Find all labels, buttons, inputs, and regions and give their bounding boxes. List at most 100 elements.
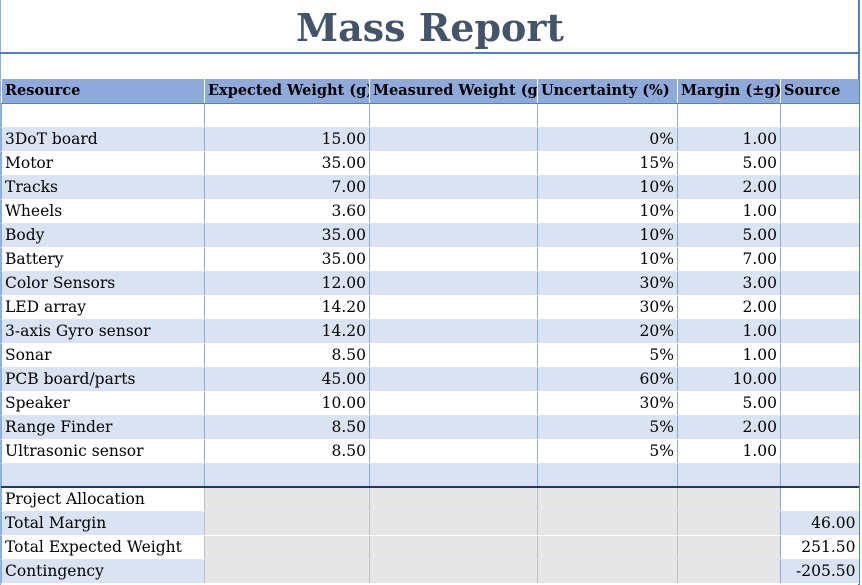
- source-cell[interactable]: [780, 247, 859, 272]
- cell[interactable]: [780, 463, 859, 488]
- summary-empty-cell[interactable]: [204, 511, 370, 536]
- resource-cell[interactable]: 3DoT board: [1, 127, 205, 152]
- resource-cell[interactable]: Wheels: [1, 199, 205, 224]
- summary-empty-cell[interactable]: [677, 535, 781, 560]
- expected-weight-cell[interactable]: 7.00: [204, 175, 370, 200]
- summary-empty-cell[interactable]: [204, 559, 370, 584]
- cell[interactable]: [677, 103, 781, 128]
- resource-cell[interactable]: LED array: [1, 295, 205, 320]
- margin-cell[interactable]: 1.00: [677, 439, 781, 464]
- uncertainty-cell[interactable]: 10%: [537, 175, 678, 200]
- resource-cell[interactable]: Tracks: [1, 175, 205, 200]
- cell[interactable]: [204, 463, 370, 488]
- source-cell[interactable]: [780, 127, 859, 152]
- margin-cell[interactable]: 2.00: [677, 415, 781, 440]
- summary-empty-cell[interactable]: [369, 511, 538, 536]
- resource-cell[interactable]: PCB board/parts: [1, 367, 205, 392]
- cell[interactable]: [780, 103, 859, 128]
- summary-value[interactable]: [780, 486, 859, 512]
- uncertainty-cell[interactable]: 0%: [537, 127, 678, 152]
- expected-weight-cell[interactable]: 3.60: [204, 199, 370, 224]
- summary-value[interactable]: 251.50: [780, 535, 859, 560]
- uncertainty-cell[interactable]: 10%: [537, 199, 678, 224]
- measured-weight-cell[interactable]: [369, 415, 538, 440]
- measured-weight-cell[interactable]: [369, 391, 538, 416]
- expected-weight-cell[interactable]: 10.00: [204, 391, 370, 416]
- measured-weight-cell[interactable]: [369, 343, 538, 368]
- summary-empty-cell[interactable]: [677, 559, 781, 584]
- header-cell[interactable]: Resource: [1, 79, 205, 104]
- source-cell[interactable]: [780, 415, 859, 440]
- summary-empty-cell[interactable]: [369, 486, 538, 512]
- source-cell[interactable]: [780, 223, 859, 248]
- cell[interactable]: [369, 463, 538, 488]
- summary-empty-cell[interactable]: [537, 559, 678, 584]
- uncertainty-cell[interactable]: 20%: [537, 319, 678, 344]
- expected-weight-cell[interactable]: 8.50: [204, 343, 370, 368]
- uncertainty-cell[interactable]: 10%: [537, 223, 678, 248]
- source-cell[interactable]: [780, 391, 859, 416]
- summary-empty-cell[interactable]: [537, 486, 678, 512]
- header-cell[interactable]: Source: [780, 79, 859, 104]
- summary-label[interactable]: Project Allocation: [1, 486, 205, 512]
- uncertainty-cell[interactable]: 15%: [537, 151, 678, 176]
- summary-empty-cell[interactable]: [204, 486, 370, 512]
- source-cell[interactable]: [780, 151, 859, 176]
- margin-cell[interactable]: 2.00: [677, 175, 781, 200]
- cell[interactable]: [1, 103, 205, 128]
- resource-cell[interactable]: Ultrasonic sensor: [1, 439, 205, 464]
- summary-empty-cell[interactable]: [369, 535, 538, 560]
- measured-weight-cell[interactable]: [369, 247, 538, 272]
- resource-cell[interactable]: Range Finder: [1, 415, 205, 440]
- margin-cell[interactable]: 5.00: [677, 151, 781, 176]
- margin-cell[interactable]: 7.00: [677, 247, 781, 272]
- cell[interactable]: [537, 463, 678, 488]
- cell[interactable]: [537, 103, 678, 128]
- uncertainty-cell[interactable]: 5%: [537, 415, 678, 440]
- uncertainty-cell[interactable]: 5%: [537, 343, 678, 368]
- header-cell[interactable]: Measured Weight (g): [369, 79, 538, 104]
- expected-weight-cell[interactable]: 35.00: [204, 223, 370, 248]
- expected-weight-cell[interactable]: 35.00: [204, 151, 370, 176]
- measured-weight-cell[interactable]: [369, 271, 538, 296]
- expected-weight-cell[interactable]: 8.50: [204, 439, 370, 464]
- summary-value[interactable]: 46.00: [780, 511, 859, 536]
- source-cell[interactable]: [780, 343, 859, 368]
- summary-value[interactable]: -205.50: [780, 559, 859, 584]
- resource-cell[interactable]: Body: [1, 223, 205, 248]
- expected-weight-cell[interactable]: 14.20: [204, 295, 370, 320]
- measured-weight-cell[interactable]: [369, 151, 538, 176]
- header-cell[interactable]: Expected Weight (g): [204, 79, 370, 104]
- uncertainty-cell[interactable]: 30%: [537, 271, 678, 296]
- source-cell[interactable]: [780, 271, 859, 296]
- source-cell[interactable]: [780, 439, 859, 464]
- resource-cell[interactable]: Battery: [1, 247, 205, 272]
- measured-weight-cell[interactable]: [369, 127, 538, 152]
- header-cell[interactable]: Uncertainty (%): [537, 79, 678, 104]
- margin-cell[interactable]: 3.00: [677, 271, 781, 296]
- resource-cell[interactable]: Speaker: [1, 391, 205, 416]
- expected-weight-cell[interactable]: 12.00: [204, 271, 370, 296]
- measured-weight-cell[interactable]: [369, 295, 538, 320]
- source-cell[interactable]: [780, 319, 859, 344]
- measured-weight-cell[interactable]: [369, 439, 538, 464]
- header-cell[interactable]: Margin (±g): [677, 79, 781, 104]
- margin-cell[interactable]: 1.00: [677, 343, 781, 368]
- measured-weight-cell[interactable]: [369, 367, 538, 392]
- uncertainty-cell[interactable]: 60%: [537, 367, 678, 392]
- source-cell[interactable]: [780, 367, 859, 392]
- source-cell[interactable]: [780, 199, 859, 224]
- expected-weight-cell[interactable]: 35.00: [204, 247, 370, 272]
- expected-weight-cell[interactable]: 8.50: [204, 415, 370, 440]
- measured-weight-cell[interactable]: [369, 199, 538, 224]
- margin-cell[interactable]: 1.00: [677, 319, 781, 344]
- margin-cell[interactable]: 5.00: [677, 223, 781, 248]
- uncertainty-cell[interactable]: 30%: [537, 295, 678, 320]
- summary-empty-cell[interactable]: [369, 559, 538, 584]
- measured-weight-cell[interactable]: [369, 223, 538, 248]
- source-cell[interactable]: [780, 295, 859, 320]
- uncertainty-cell[interactable]: 5%: [537, 439, 678, 464]
- resource-cell[interactable]: 3-axis Gyro sensor: [1, 319, 205, 344]
- summary-empty-cell[interactable]: [677, 486, 781, 512]
- summary-label[interactable]: Total Margin: [1, 511, 205, 536]
